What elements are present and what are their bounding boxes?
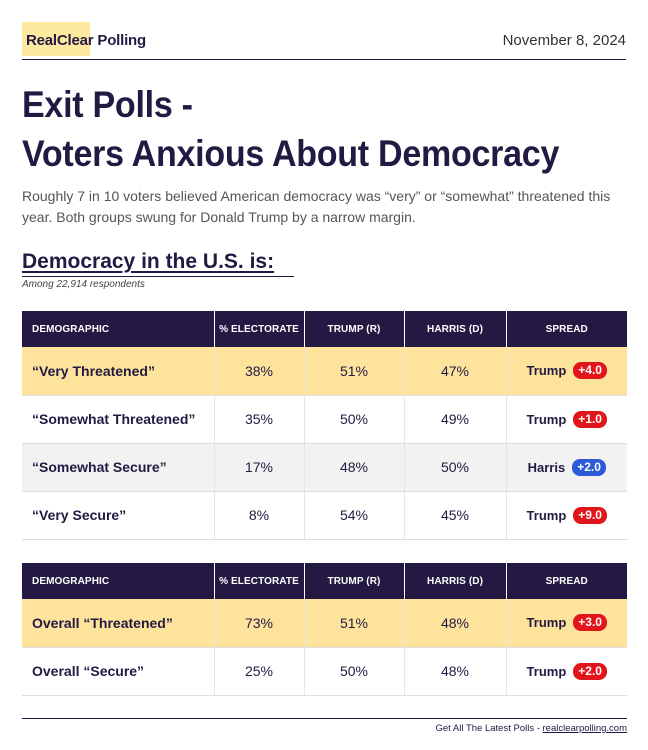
column-header-spread: SPREAD bbox=[505, 563, 627, 599]
spread: Trump +2.0 bbox=[526, 662, 607, 680]
publish-date: November 8, 2024 bbox=[502, 32, 626, 49]
spread: Trump +9.0 bbox=[526, 506, 607, 524]
demographic-cell: “Very Threatened” bbox=[22, 347, 214, 396]
trump-cell: 50% bbox=[303, 647, 404, 696]
demographic-cell: “Very Secure” bbox=[22, 491, 214, 540]
footer-link[interactable]: realclearpolling.com bbox=[542, 723, 627, 734]
spread-margin-badge: +2.0 bbox=[573, 662, 607, 680]
spread-leader: Trump bbox=[526, 363, 567, 379]
page-title: Exit Polls - Voters Anxious About Democr… bbox=[22, 80, 583, 178]
table-row: Overall “Secure” 25% 50% 48% Trump +2.0 bbox=[22, 647, 627, 696]
spread-margin-badge: +9.0 bbox=[573, 506, 607, 524]
trump-cell: 48% bbox=[303, 443, 404, 492]
electorate-cell: 73% bbox=[213, 599, 304, 648]
spread-leader: Trump bbox=[526, 615, 567, 631]
column-header-demographic: DEMOGRAPHIC bbox=[22, 563, 214, 599]
logo-realclear: RealClear bbox=[26, 32, 94, 49]
realclear-polling-logo[interactable]: RealClear Polling bbox=[22, 22, 146, 56]
spread-margin-badge: +1.0 bbox=[573, 410, 607, 428]
spread-leader: Harris bbox=[527, 459, 566, 475]
column-header-demographic: DEMOGRAPHIC bbox=[22, 311, 214, 347]
page-header: RealClear Polling November 8, 2024 bbox=[22, 22, 626, 60]
section-divider bbox=[22, 276, 294, 277]
page-footer: Get All The Latest Polls - realclearpoll… bbox=[22, 718, 627, 734]
demographic-cell: Overall “Secure” bbox=[22, 647, 214, 696]
table-header-row: DEMOGRAPHIC % ELECTORATE TRUMP (R) HARRI… bbox=[22, 563, 627, 599]
electorate-cell: 17% bbox=[213, 443, 304, 492]
logo-text: RealClear Polling bbox=[22, 32, 146, 56]
electorate-cell: 8% bbox=[213, 491, 304, 540]
footer-text: Get All The Latest Polls - realclearpoll… bbox=[436, 723, 628, 734]
spread: Trump +3.0 bbox=[526, 614, 607, 632]
section-subtitle: Among 22,914 respondents bbox=[22, 279, 145, 290]
trump-cell: 50% bbox=[303, 395, 404, 444]
table-row: “Very Threatened” 38% 51% 47% Trump +4.0 bbox=[22, 347, 627, 396]
logo-background bbox=[22, 22, 90, 56]
spread-cell: Trump +3.0 bbox=[505, 599, 627, 648]
trump-cell: 51% bbox=[303, 347, 404, 396]
harris-cell: 49% bbox=[403, 395, 506, 444]
spread-cell: Trump +2.0 bbox=[505, 647, 627, 696]
electorate-cell: 38% bbox=[213, 347, 304, 396]
spread: Trump +4.0 bbox=[526, 362, 607, 380]
demographic-cell: “Somewhat Threatened” bbox=[22, 395, 214, 444]
table-row: “Somewhat Threatened” 35% 50% 49% Trump +1.0 bbox=[22, 395, 627, 444]
spread-leader: Trump bbox=[526, 663, 567, 679]
footer-label: Get All The Latest Polls - bbox=[435, 723, 543, 734]
column-header-trump: TRUMP (R) bbox=[303, 311, 404, 347]
spread-margin-badge: +4.0 bbox=[573, 362, 607, 380]
column-header-harris: HARRIS (D) bbox=[403, 563, 506, 599]
overall-threat-table: DEMOGRAPHIC % ELECTORATE TRUMP (R) HARRI… bbox=[22, 563, 627, 696]
harris-cell: 47% bbox=[403, 347, 506, 396]
spread-margin-badge: +3.0 bbox=[573, 614, 607, 632]
table-row: “Very Secure” 8% 54% 45% Trump +9.0 bbox=[22, 491, 627, 540]
section-title: Democracy in the U.S. is: bbox=[22, 250, 275, 273]
spread: Harris +2.0 bbox=[527, 458, 606, 476]
logo-polling: Polling bbox=[97, 32, 146, 49]
spread-margin-badge: +2.0 bbox=[572, 458, 606, 476]
column-header-spread: SPREAD bbox=[505, 311, 627, 347]
page-subtitle: Roughly 7 in 10 voters believed American… bbox=[22, 188, 611, 225]
harris-cell: 48% bbox=[403, 599, 506, 648]
spread-leader: Trump bbox=[526, 411, 567, 427]
table-row: Overall “Threatened” 73% 51% 48% Trump +3.0 bbox=[22, 599, 627, 648]
spread-leader: Trump bbox=[526, 507, 567, 523]
spread-cell: Harris +2.0 bbox=[505, 443, 627, 492]
column-header-harris: HARRIS (D) bbox=[403, 311, 506, 347]
column-header-trump: TRUMP (R) bbox=[303, 563, 404, 599]
trump-cell: 54% bbox=[303, 491, 404, 540]
harris-cell: 45% bbox=[403, 491, 506, 540]
spread-cell: Trump +4.0 bbox=[505, 347, 627, 396]
demographic-cell: “Somewhat Secure” bbox=[22, 443, 214, 492]
democracy-threat-table: DEMOGRAPHIC % ELECTORATE TRUMP (R) HARRI… bbox=[22, 311, 627, 540]
harris-cell: 50% bbox=[403, 443, 506, 492]
electorate-cell: 35% bbox=[213, 395, 304, 444]
table-row: “Somewhat Secure” 17% 48% 50% Harris +2.0 bbox=[22, 443, 627, 492]
column-header-electorate: % ELECTORATE bbox=[213, 563, 304, 599]
title-line-1: Exit Polls - bbox=[22, 84, 193, 125]
spread: Trump +1.0 bbox=[526, 410, 607, 428]
spread-cell: Trump +1.0 bbox=[505, 395, 627, 444]
trump-cell: 51% bbox=[303, 599, 404, 648]
title-line-2: Voters Anxious About Democracy bbox=[22, 133, 560, 174]
electorate-cell: 25% bbox=[213, 647, 304, 696]
column-header-electorate: % ELECTORATE bbox=[213, 311, 304, 347]
spread-cell: Trump +9.0 bbox=[505, 491, 627, 540]
harris-cell: 48% bbox=[403, 647, 506, 696]
table-header-row: DEMOGRAPHIC % ELECTORATE TRUMP (R) HARRI… bbox=[22, 311, 627, 347]
demographic-cell: Overall “Threatened” bbox=[22, 599, 214, 648]
